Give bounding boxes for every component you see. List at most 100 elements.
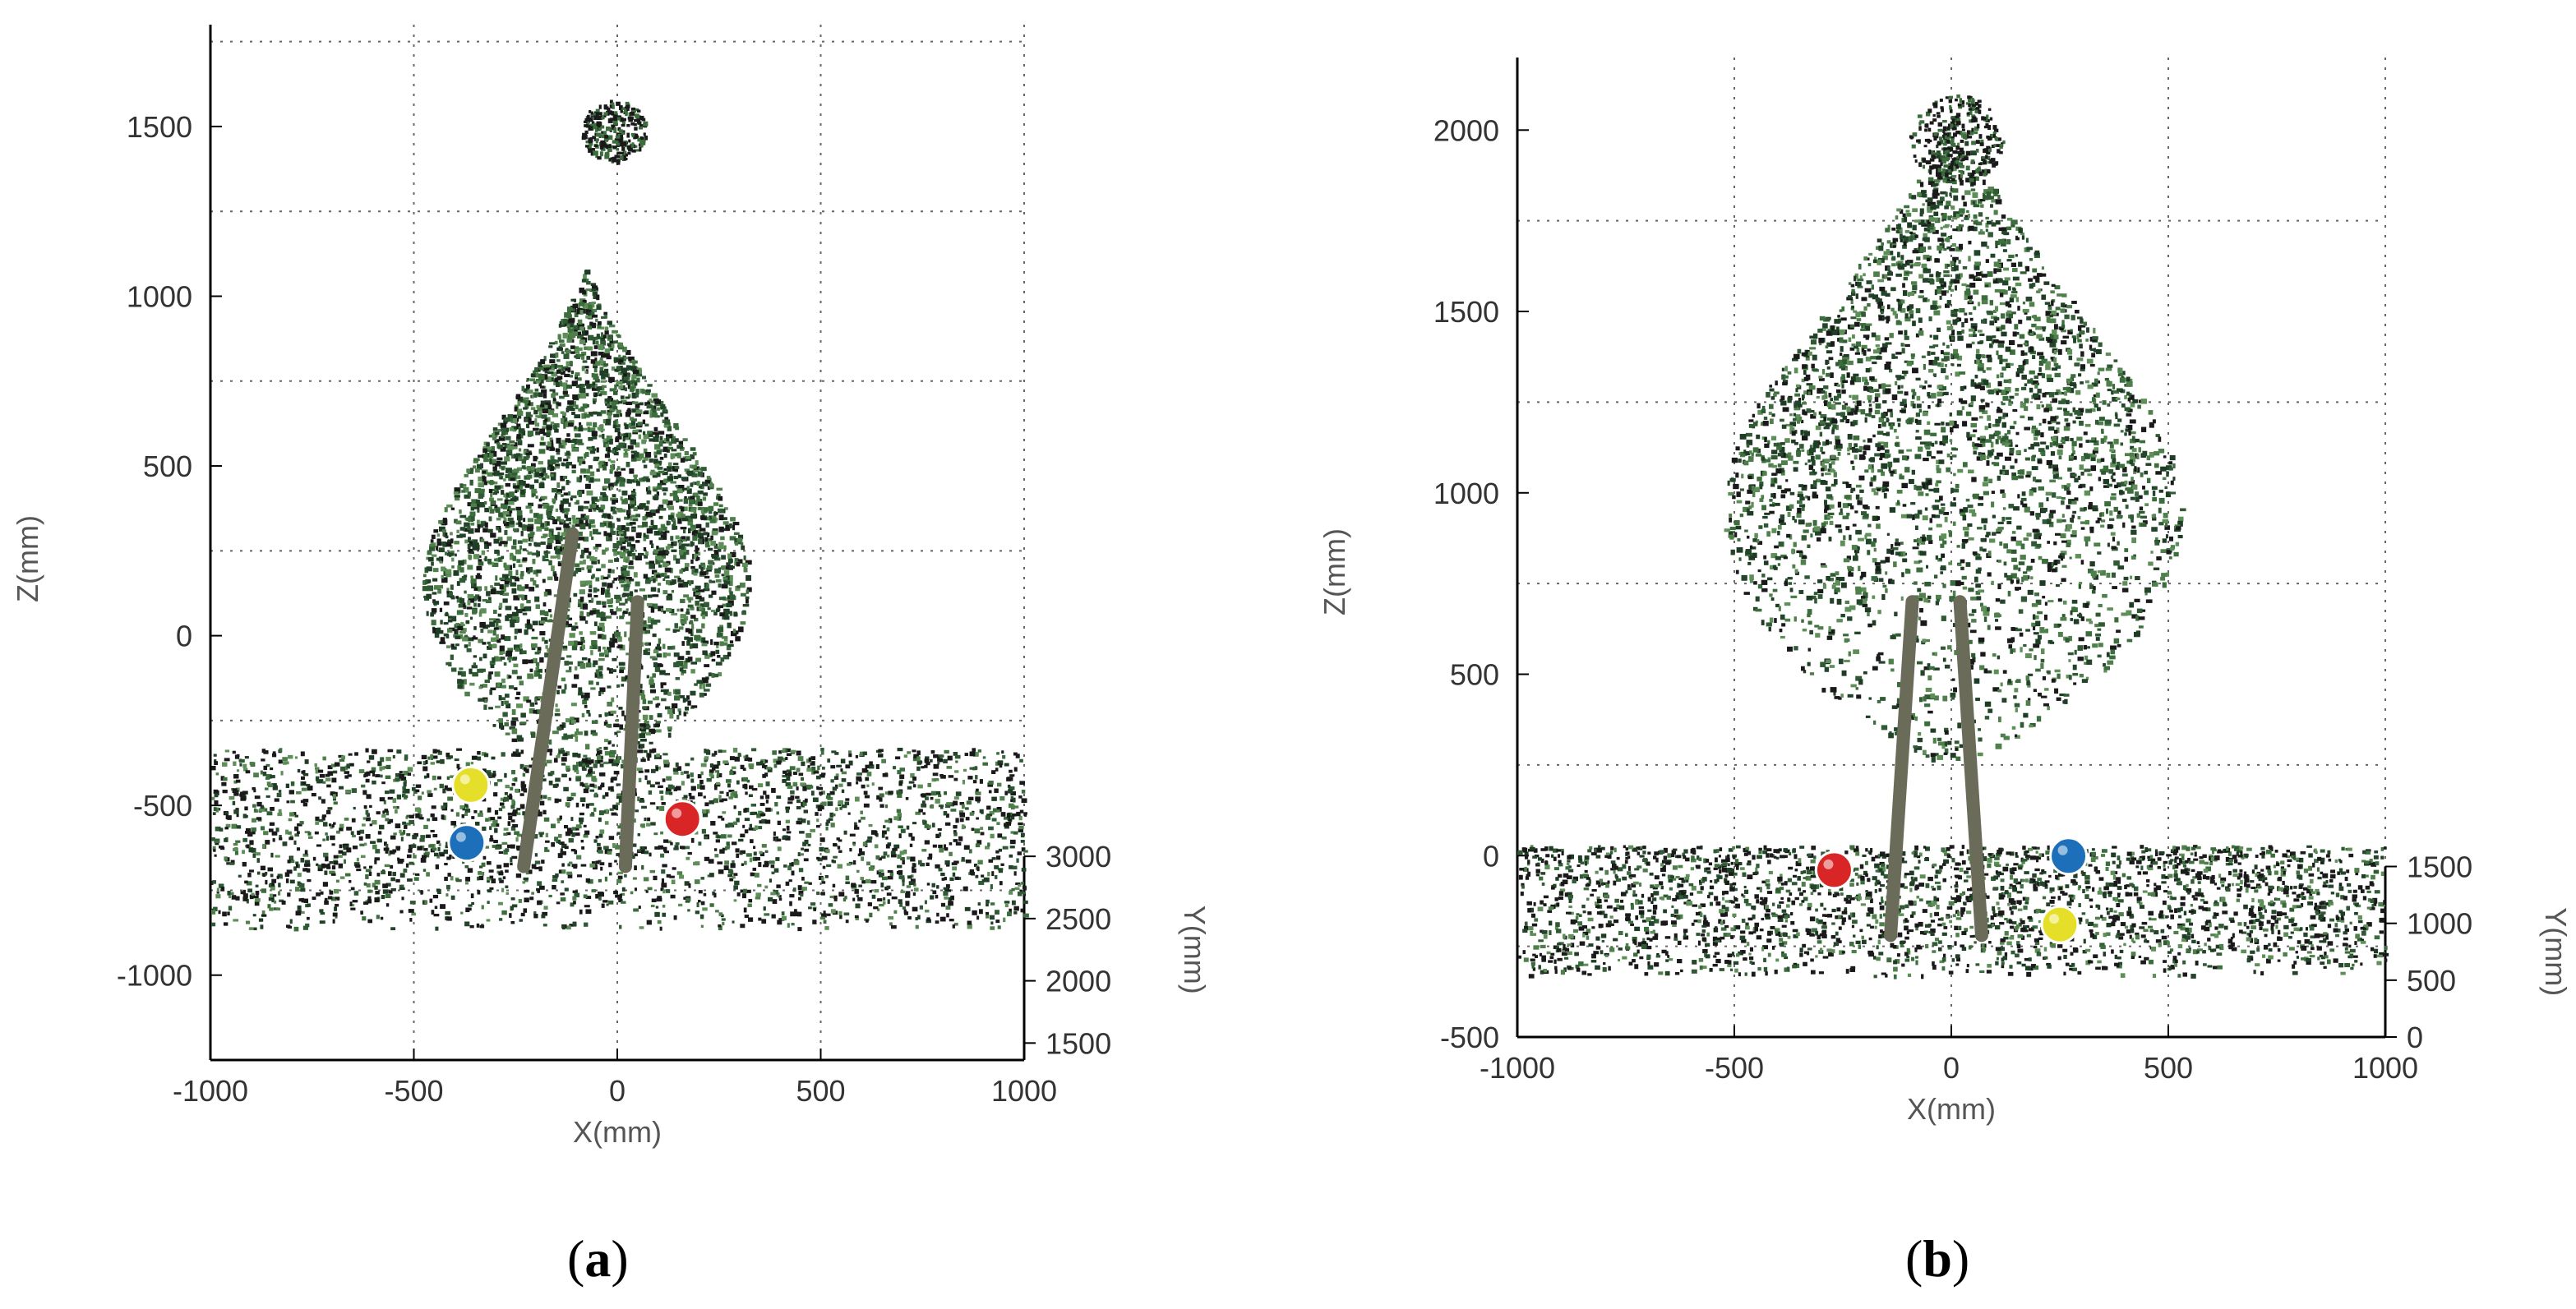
foliage-point: [675, 426, 680, 431]
foliage-point: [581, 639, 585, 643]
ground-point: [875, 763, 879, 769]
ground-point: [726, 841, 730, 846]
ground-point: [718, 869, 724, 874]
ground-point: [465, 762, 470, 767]
foliage-point: [662, 652, 667, 658]
ground-point: [1009, 864, 1013, 869]
foliage-point: [588, 658, 591, 665]
ground-point: [609, 808, 614, 811]
foliage-point: [504, 565, 510, 571]
foliage-point: [529, 402, 533, 407]
ground-point: [379, 797, 385, 802]
ground-point: [964, 906, 971, 911]
ground-point: [788, 879, 792, 883]
ground-point: [804, 881, 810, 884]
foliage-point: [612, 510, 617, 514]
ground-point: [662, 778, 666, 782]
foliage-point: [691, 531, 695, 536]
foliage-point: [680, 506, 685, 512]
ground-point: [551, 841, 556, 847]
foliage-point: [577, 377, 582, 381]
foliage-point: [740, 621, 746, 625]
ground-point: [736, 780, 740, 785]
ground-point: [275, 855, 280, 858]
foliage-point: [581, 413, 587, 419]
foliage-point: [594, 609, 600, 615]
ground-point: [975, 775, 978, 780]
ground-point: [857, 853, 861, 856]
ground-point: [598, 833, 603, 838]
foliage-point: [685, 706, 690, 711]
ground-point: [975, 791, 981, 795]
ground-point: [263, 750, 269, 754]
ground-point: [244, 756, 249, 759]
ground-point: [786, 776, 791, 781]
foliage-point: [590, 351, 598, 357]
foliage-point: [513, 657, 518, 660]
foliage-point: [443, 622, 449, 625]
ground-point: [500, 870, 503, 873]
ground-point: [272, 751, 276, 755]
ground-point: [758, 862, 762, 868]
ground-point: [557, 799, 562, 802]
ground-point: [781, 911, 785, 916]
ground-point: [379, 766, 385, 770]
ground-point: [389, 850, 395, 855]
ground-point: [953, 800, 958, 806]
ground-point: [881, 758, 887, 763]
ground-point: [361, 784, 366, 788]
ground-point: [1006, 813, 1011, 818]
foliage-point: [642, 521, 649, 528]
foliage-point: [443, 532, 448, 537]
ground-point: [857, 896, 863, 901]
ground-point: [418, 795, 422, 800]
ground-point: [743, 888, 747, 894]
ground-point: [692, 801, 695, 805]
foliage-point: [643, 534, 649, 539]
foliage-point: [688, 503, 693, 507]
ground-point: [949, 842, 953, 846]
ground-point: [282, 757, 288, 762]
ground-point: [981, 874, 985, 878]
ground-point: [747, 903, 752, 908]
ground-point: [330, 763, 336, 767]
ground-point: [785, 748, 791, 753]
foliage-point: [535, 661, 540, 666]
ground-point: [639, 800, 645, 803]
ground-point: [783, 864, 787, 868]
ground-point: [608, 872, 612, 876]
foliage-point: [577, 334, 584, 339]
foliage-point: [700, 637, 706, 643]
foliage-point: [598, 428, 605, 431]
ground-point: [702, 812, 709, 818]
foliage-point: [534, 596, 540, 602]
ground-point: [548, 894, 552, 898]
foliage-point: [669, 568, 673, 574]
ground-point: [751, 748, 757, 752]
foliage-point: [535, 584, 539, 588]
ground-point: [435, 926, 439, 931]
ground-point: [810, 902, 816, 906]
ground-point: [582, 758, 588, 763]
ground-point: [408, 848, 413, 853]
ground-point: [567, 863, 571, 867]
foliage-point: [552, 487, 557, 493]
foliage-point: [592, 732, 598, 736]
foliage-point: [609, 449, 616, 453]
foliage-point: [596, 306, 602, 310]
foliage-point: [575, 777, 581, 781]
foliage-point: [628, 560, 634, 565]
ground-point: [235, 840, 241, 843]
foliage-point: [567, 661, 573, 665]
foliage-point: [517, 440, 523, 445]
foliage-point: [626, 579, 631, 584]
ground-point: [725, 823, 730, 828]
foliage-point: [503, 493, 506, 498]
ground-point: [722, 847, 727, 850]
foliage-point: [539, 631, 546, 636]
foliage-point: [662, 487, 668, 492]
foliage-point: [596, 294, 600, 301]
foliage-point: [503, 542, 508, 547]
ground-point: [297, 768, 301, 773]
